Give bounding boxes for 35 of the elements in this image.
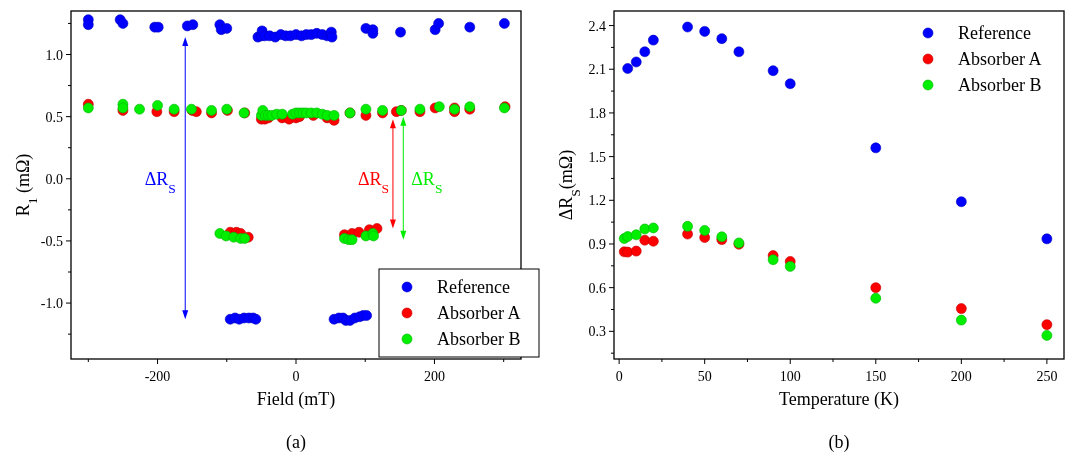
x-tick-label: 150 — [865, 369, 887, 384]
annotation: ΔR$_{S}$ — [357, 168, 390, 196]
legend-label: Absorber A — [958, 49, 1042, 69]
x-tick-label: 0 — [292, 369, 300, 384]
y-tick-label: 0.3 — [588, 324, 606, 340]
legend-label: Reference — [958, 23, 1031, 43]
legend-label: Absorber B — [958, 75, 1042, 95]
x-tick-label: 50 — [697, 369, 712, 384]
y-tick-label: 1.0 — [45, 47, 63, 63]
legend-label: Reference — [437, 277, 510, 297]
y-tick-label: 1.5 — [588, 149, 606, 165]
y-tick-label: 2.1 — [588, 62, 606, 78]
legend-label: Absorber A — [437, 303, 521, 323]
annotation: ΔR$_{S}$ — [144, 168, 176, 196]
y-tick-label: 2.4 — [588, 18, 606, 34]
y-tick-label: 0.0 — [45, 171, 63, 187]
y-tick-label: 0.5 — [45, 109, 63, 125]
annotation: ΔR$_{S}$ — [411, 168, 443, 196]
text: (b) — [828, 432, 850, 453]
y-tick-label: 1.8 — [588, 105, 606, 121]
y-tick-label: 1.2 — [588, 193, 606, 209]
x-axis-title: Temperature (K) — [778, 389, 900, 410]
x-tick-label: 200 — [950, 369, 972, 384]
y-tick-label: 0.9 — [588, 236, 606, 252]
y-tick-label: 0.6 — [588, 280, 606, 296]
legend-label: Absorber B — [437, 329, 521, 349]
x-tick-label: 0 — [615, 369, 623, 384]
x-tick-label: 250 — [1036, 369, 1058, 384]
x-tick-label: 100 — [779, 369, 801, 384]
x-tick-label: -200 — [144, 369, 171, 384]
text: (a) — [286, 432, 306, 453]
y-tick-label: -1.0 — [40, 296, 63, 312]
x-axis-title: Field (mT) — [256, 389, 336, 410]
x-tick-label: 200 — [423, 369, 445, 384]
y-tick-label: -0.5 — [40, 233, 63, 249]
